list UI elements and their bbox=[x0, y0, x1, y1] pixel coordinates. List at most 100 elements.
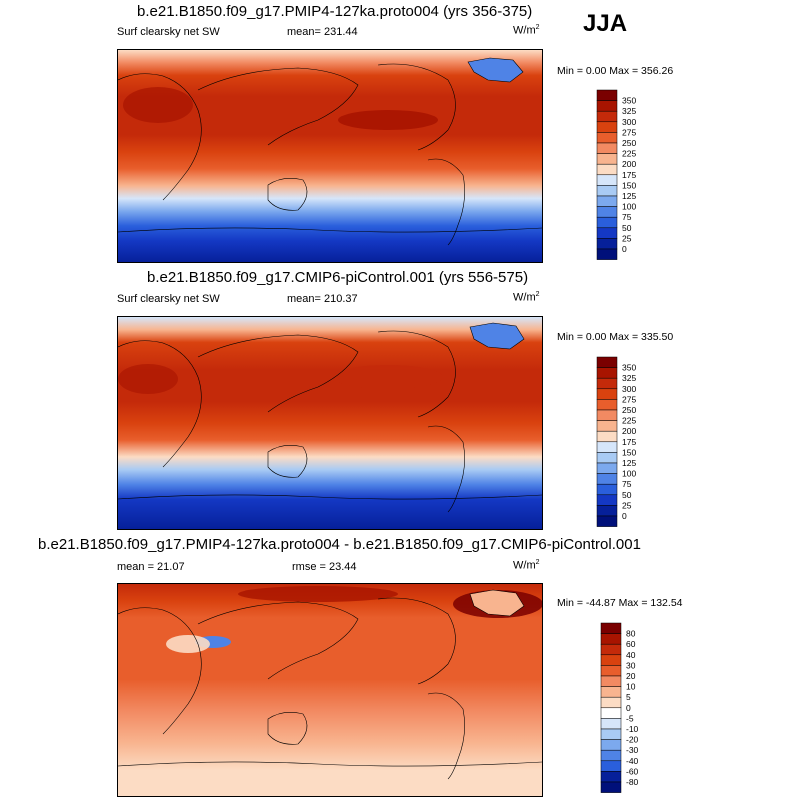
colorbar-3-tick-label: -30 bbox=[626, 745, 639, 755]
panel-1-minmax: Min = 0.00 Max = 356.26 bbox=[557, 65, 674, 77]
colorbar-1-tick-label: 50 bbox=[622, 223, 632, 233]
colorbar-2-tick-label: 200 bbox=[622, 426, 636, 436]
panel-3-minmax: Min = -44.87 Max = 132.54 bbox=[557, 597, 683, 609]
colorbar-2-tick-label: 175 bbox=[622, 437, 636, 447]
colorbar-2-tick-label: 275 bbox=[622, 394, 636, 404]
colorbar-2-tick-label: 50 bbox=[622, 490, 632, 500]
panel-1-africa-max bbox=[123, 87, 193, 123]
colorbar-3-swatch bbox=[600, 707, 622, 719]
panel-2-field-fill bbox=[118, 317, 542, 529]
colorbar-3-tick-label: 30 bbox=[626, 660, 636, 670]
colorbar-3-swatch bbox=[600, 643, 622, 656]
colorbar-1-tick-label: 125 bbox=[622, 191, 636, 201]
colorbar-1-swatch bbox=[596, 163, 618, 176]
panel-2-units: W/m2 bbox=[513, 291, 540, 304]
panel-2-mean-label: mean= 210.37 bbox=[287, 293, 358, 305]
colorbar-2-swatch bbox=[596, 505, 618, 517]
colorbar-3-tick-label: -20 bbox=[626, 735, 639, 745]
colorbar-1-swatch bbox=[596, 174, 618, 186]
colorbar-2-swatch bbox=[596, 377, 618, 390]
colorbar-2-swatch bbox=[596, 462, 618, 474]
colorbar-1-tick-label: 350 bbox=[622, 96, 636, 106]
colorbar-2-swatch bbox=[596, 494, 618, 506]
colorbar-1-swatch bbox=[596, 153, 618, 165]
colorbar-1-swatch bbox=[596, 89, 618, 101]
panel-3-rmse-label: rmse = 23.44 bbox=[292, 561, 357, 573]
colorbar-1-tick-label: 100 bbox=[622, 202, 636, 212]
panel-1-coastlines bbox=[118, 63, 542, 246]
colorbar-3-tick-label: 0 bbox=[626, 703, 631, 713]
colorbar-2-swatch bbox=[596, 367, 618, 379]
panel-3-field-fill bbox=[118, 584, 542, 796]
panel-2-africa-max bbox=[118, 364, 178, 394]
colorbar-3-swatch bbox=[600, 728, 622, 740]
colorbar-1-swatch bbox=[596, 195, 618, 207]
colorbar-3-tick-label: 80 bbox=[626, 629, 636, 639]
colorbar-1-tick-label: 75 bbox=[622, 212, 632, 222]
colorbar-3-swatch bbox=[600, 760, 622, 772]
colorbar-3-tick-label: -40 bbox=[626, 756, 639, 766]
panel-3-title: b.e21.B1850.f09_g17.PMIP4-127ka.proto004… bbox=[38, 536, 641, 553]
colorbar-1-swatch bbox=[596, 132, 618, 144]
colorbar-1-swatch bbox=[596, 110, 618, 123]
colorbar-1-swatch bbox=[596, 227, 618, 239]
panel-1-title: b.e21.B1850.f09_g17.PMIP4-127ka.proto004… bbox=[137, 3, 533, 20]
colorbar-1-tick-label: 325 bbox=[622, 106, 636, 116]
colorbar-1-tick-label: 275 bbox=[622, 127, 636, 137]
panel-3-map bbox=[117, 583, 543, 797]
panel-2-map-svg bbox=[118, 317, 542, 529]
panel-3-units: W/m2 bbox=[513, 559, 540, 572]
colorbar-1-tick-label: 25 bbox=[622, 233, 632, 243]
colorbar-3-swatch bbox=[600, 771, 622, 783]
colorbar-1-swatch bbox=[596, 216, 618, 229]
colorbar-1-tick-label: 200 bbox=[622, 159, 636, 169]
colorbar-1-swatch bbox=[596, 142, 618, 154]
colorbar-3-swatch bbox=[600, 665, 622, 677]
colorbar-3-swatch bbox=[600, 696, 622, 709]
colorbar-1-swatch bbox=[596, 100, 618, 112]
colorbar-3-swatch bbox=[600, 718, 622, 730]
colorbar-2-tick-label: 25 bbox=[622, 500, 632, 510]
colorbar-1-tick-label: 150 bbox=[622, 180, 636, 190]
colorbar-2-tick-label: 250 bbox=[622, 405, 636, 415]
colorbar-1-tick-label: 0 bbox=[622, 244, 627, 254]
colorbar-1-swatch bbox=[596, 185, 618, 197]
colorbar-2-tick-label: 100 bbox=[622, 469, 636, 479]
colorbar-3-tick-label: -10 bbox=[626, 724, 639, 734]
panel-3-colorbar: 80 60 40 30 20 10 5 0 -5 -10 -20 -30 -40 -60 -80 bbox=[600, 622, 661, 793]
colorbar-3-tick-label: -60 bbox=[626, 766, 639, 776]
panel-1-map-svg bbox=[118, 50, 542, 262]
colorbar-3-swatch bbox=[600, 654, 622, 666]
colorbar-2-swatch bbox=[596, 430, 618, 443]
colorbar-2-tick-label: 75 bbox=[622, 479, 632, 489]
panel-2-coastlines bbox=[118, 330, 542, 513]
colorbar-2-swatch bbox=[596, 388, 618, 400]
panel-1-map bbox=[117, 49, 543, 263]
panel-3-near-zero-patch bbox=[166, 635, 210, 653]
colorbar-3-tick-label: 20 bbox=[626, 671, 636, 681]
colorbar-1-tick-label: 225 bbox=[622, 149, 636, 159]
colorbar-2-tick-label: 125 bbox=[622, 458, 636, 468]
colorbar-2-swatch bbox=[596, 399, 618, 411]
colorbar-3-tick-label: 60 bbox=[626, 639, 636, 649]
colorbar-1-tick-label: 300 bbox=[622, 117, 636, 127]
panel-2-map bbox=[117, 316, 543, 530]
colorbar-3-swatch bbox=[600, 749, 622, 762]
colorbar-3-swatch bbox=[600, 739, 622, 751]
colorbar-3-swatch bbox=[600, 781, 622, 793]
colorbar-2-tick-label: 325 bbox=[622, 373, 636, 383]
panel-1-colorbar: 350 325 300 275 250 225 200 175 150 125 100 75 50 25 0 bbox=[596, 89, 657, 260]
colorbar-1-swatch bbox=[596, 206, 618, 218]
panel-1-units: W/m2 bbox=[513, 24, 540, 37]
panel-3-map-svg bbox=[118, 584, 542, 796]
colorbar-2-tick-label: 350 bbox=[622, 363, 636, 373]
panel-2-colorbar: 350 325 300 275 250 225 200 175 150 125 100 75 50 25 0 bbox=[596, 356, 657, 527]
panel-3-north-band bbox=[238, 586, 398, 602]
panel-3-greenland bbox=[469, 589, 525, 617]
colorbar-3-tick-label: -5 bbox=[626, 713, 634, 723]
colorbar-2-swatch bbox=[596, 473, 618, 485]
colorbar-2-swatch bbox=[596, 515, 618, 527]
panel-2-greenland bbox=[469, 322, 525, 350]
colorbar-2-tick-label: 0 bbox=[622, 511, 627, 521]
colorbar-1-swatch bbox=[596, 121, 618, 133]
